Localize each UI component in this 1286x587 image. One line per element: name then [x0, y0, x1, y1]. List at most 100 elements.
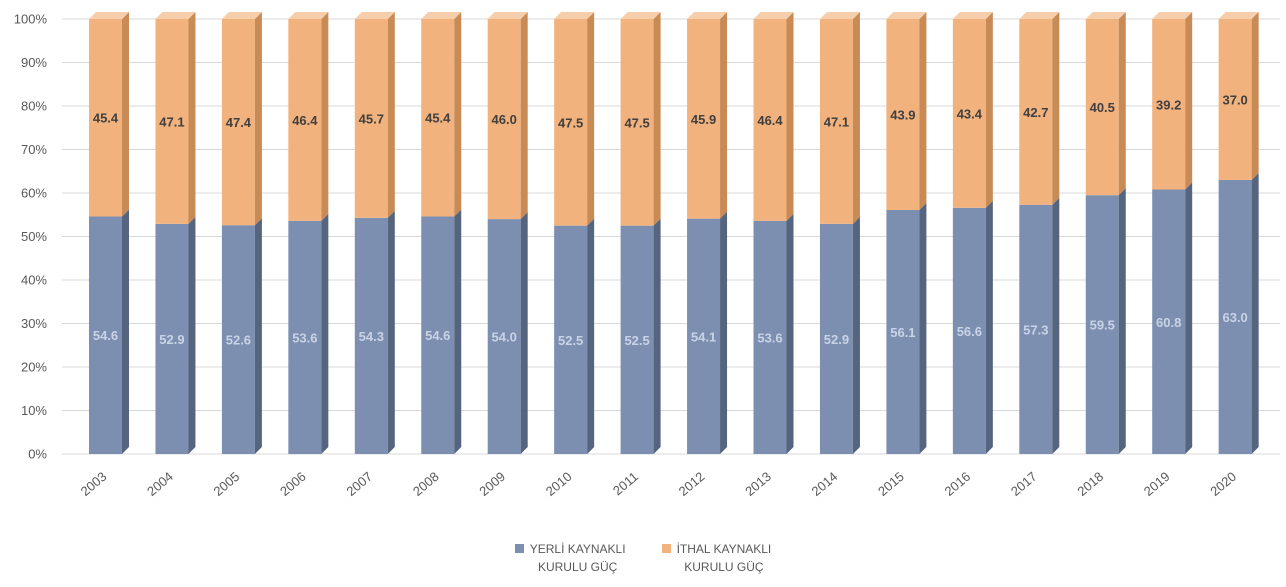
bar-ithal-top	[886, 12, 927, 19]
data-label-yerli: 56.1	[890, 325, 915, 340]
bar-ithal	[620, 19, 654, 226]
bar-ithal-side	[1118, 12, 1126, 196]
bar-yerli-side	[1118, 188, 1126, 455]
bar-ithal-side	[985, 12, 993, 208]
x-tick-label: 2016	[941, 469, 973, 499]
data-label-yerli: 54.1	[691, 329, 716, 344]
bar-ithal-top	[554, 12, 595, 19]
bar-yerli-side	[786, 213, 794, 454]
bar-ithal-top	[753, 12, 794, 19]
data-label-ithal: 47.1	[824, 114, 849, 129]
data-label-yerli: 59.5	[1090, 318, 1115, 333]
data-label-yerli: 57.3	[1023, 322, 1048, 337]
legend: YERLİ KAYNAKLI KURULU GÜÇ İTHAL KAYNAKLI…	[0, 540, 1286, 576]
data-label-yerli: 52.9	[824, 332, 849, 347]
bar-yerli	[1218, 179, 1252, 454]
bar-yerli	[687, 218, 721, 454]
legend-item-ithal[interactable]: İTHAL KAYNAKLI KURULU GÜÇ	[661, 540, 771, 576]
bar-yerli-side	[919, 202, 927, 454]
bar-yerli-side	[254, 218, 262, 454]
data-label-ithal: 37.0	[1222, 92, 1247, 107]
bar-ithal-top	[421, 12, 462, 19]
y-tick-label: 20%	[21, 360, 47, 375]
bar-yerli	[487, 219, 521, 454]
bar-ithal-side	[1185, 12, 1193, 190]
y-tick-label: 0%	[28, 447, 47, 462]
x-tick-label: 2009	[476, 469, 508, 499]
bar-yerli-side	[520, 212, 528, 454]
bar-yerli	[1152, 189, 1186, 454]
bar-ithal	[819, 19, 853, 224]
legend-label-yerli: YERLİ KAYNAKLI KURULU GÜÇ	[529, 542, 626, 574]
bar-yerli-side	[852, 216, 860, 454]
bar-yerli	[753, 220, 787, 454]
y-tick-label: 50%	[21, 229, 47, 244]
bar-ithal	[1085, 19, 1119, 196]
data-label-ithal: 46.4	[292, 113, 318, 128]
bar-yerli	[554, 225, 588, 454]
bar-ithal	[952, 19, 986, 208]
bar-ithal-side	[520, 12, 528, 220]
bar-ithal-top	[952, 12, 993, 19]
bar-yerli-side	[985, 200, 993, 454]
y-tick-label: 70%	[21, 142, 47, 157]
bar-ithal	[1152, 19, 1186, 190]
bar-yerli-side	[321, 213, 329, 454]
data-label-ithal: 46.4	[757, 113, 783, 128]
bar-ithal	[221, 19, 255, 226]
chart-plot: 0% 10% 20% 30% 40% 50% 60% 70% 80% 90% 100% 54.6 45.…	[14, 12, 1280, 499]
bar-ithal	[89, 19, 122, 217]
bar-ithal-top	[89, 12, 129, 19]
x-tick-label: 2012	[676, 469, 708, 499]
data-label-ithal: 39.2	[1156, 97, 1181, 112]
bar-yerli	[886, 209, 920, 454]
data-label-yerli: 54.6	[425, 328, 450, 343]
bar-ithal-top	[1085, 12, 1126, 19]
legend-item-yerli[interactable]: YERLİ KAYNAKLI KURULU GÜÇ	[514, 540, 626, 576]
bar-yerli-side	[720, 211, 728, 454]
data-label-ithal: 40.5	[1090, 100, 1115, 115]
x-tick-label: 2020	[1207, 469, 1239, 499]
bar-yerli	[155, 223, 189, 454]
x-tick-label: 2018	[1074, 469, 1106, 499]
y-tick-label: 100%	[14, 12, 48, 27]
legend-swatch-ithal	[661, 544, 671, 553]
bar-yerli-side	[1052, 197, 1060, 454]
bar-yerli-side	[653, 218, 661, 454]
data-label-yerli: 53.6	[292, 330, 317, 345]
x-tick-label: 2003	[78, 469, 110, 499]
bar-ithal	[487, 19, 521, 220]
bar-ithal-side	[188, 12, 196, 224]
bar-ithal-top	[354, 12, 395, 19]
bar-yerli-side	[587, 218, 595, 454]
bar-ithal-side	[321, 12, 329, 221]
y-tick-label: 40%	[21, 273, 47, 288]
data-label-ithal: 47.5	[624, 115, 649, 130]
bar-ithal-top	[288, 12, 329, 19]
data-label-yerli: 63.0	[1222, 310, 1247, 325]
bar-ithal-side	[387, 12, 395, 218]
y-tick-label: 90%	[21, 55, 47, 70]
data-label-yerli: 56.6	[957, 324, 982, 339]
bar-ithal	[886, 19, 920, 210]
data-label-ithal: 47.5	[558, 115, 583, 130]
bar-ithal	[421, 19, 455, 217]
bar-yerli-side	[1251, 172, 1259, 454]
bar-yerli-side	[387, 210, 395, 454]
bar-ithal	[354, 19, 388, 218]
data-label-yerli: 54.6	[93, 328, 118, 343]
bar-ithal-side	[786, 12, 794, 221]
data-label-ithal: 47.1	[159, 114, 184, 129]
data-label-ithal: 43.9	[890, 107, 915, 122]
bar-ithal	[1218, 19, 1252, 180]
data-label-yerli: 54.0	[492, 330, 517, 345]
bar-ithal-side	[1251, 12, 1259, 180]
y-tick-label: 80%	[21, 99, 47, 114]
data-label-yerli: 60.8	[1156, 315, 1181, 330]
bar-yerli	[819, 223, 853, 454]
x-tick-label: 2005	[211, 469, 243, 499]
x-tick-label: 2010	[543, 469, 575, 499]
bar-ithal	[687, 19, 721, 219]
bar-yerli-side	[122, 209, 129, 454]
